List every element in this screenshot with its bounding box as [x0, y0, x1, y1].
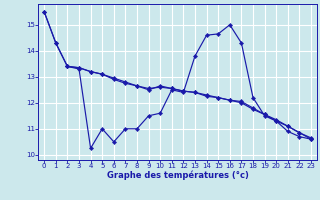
X-axis label: Graphe des températures (°c): Graphe des températures (°c)	[107, 171, 249, 180]
